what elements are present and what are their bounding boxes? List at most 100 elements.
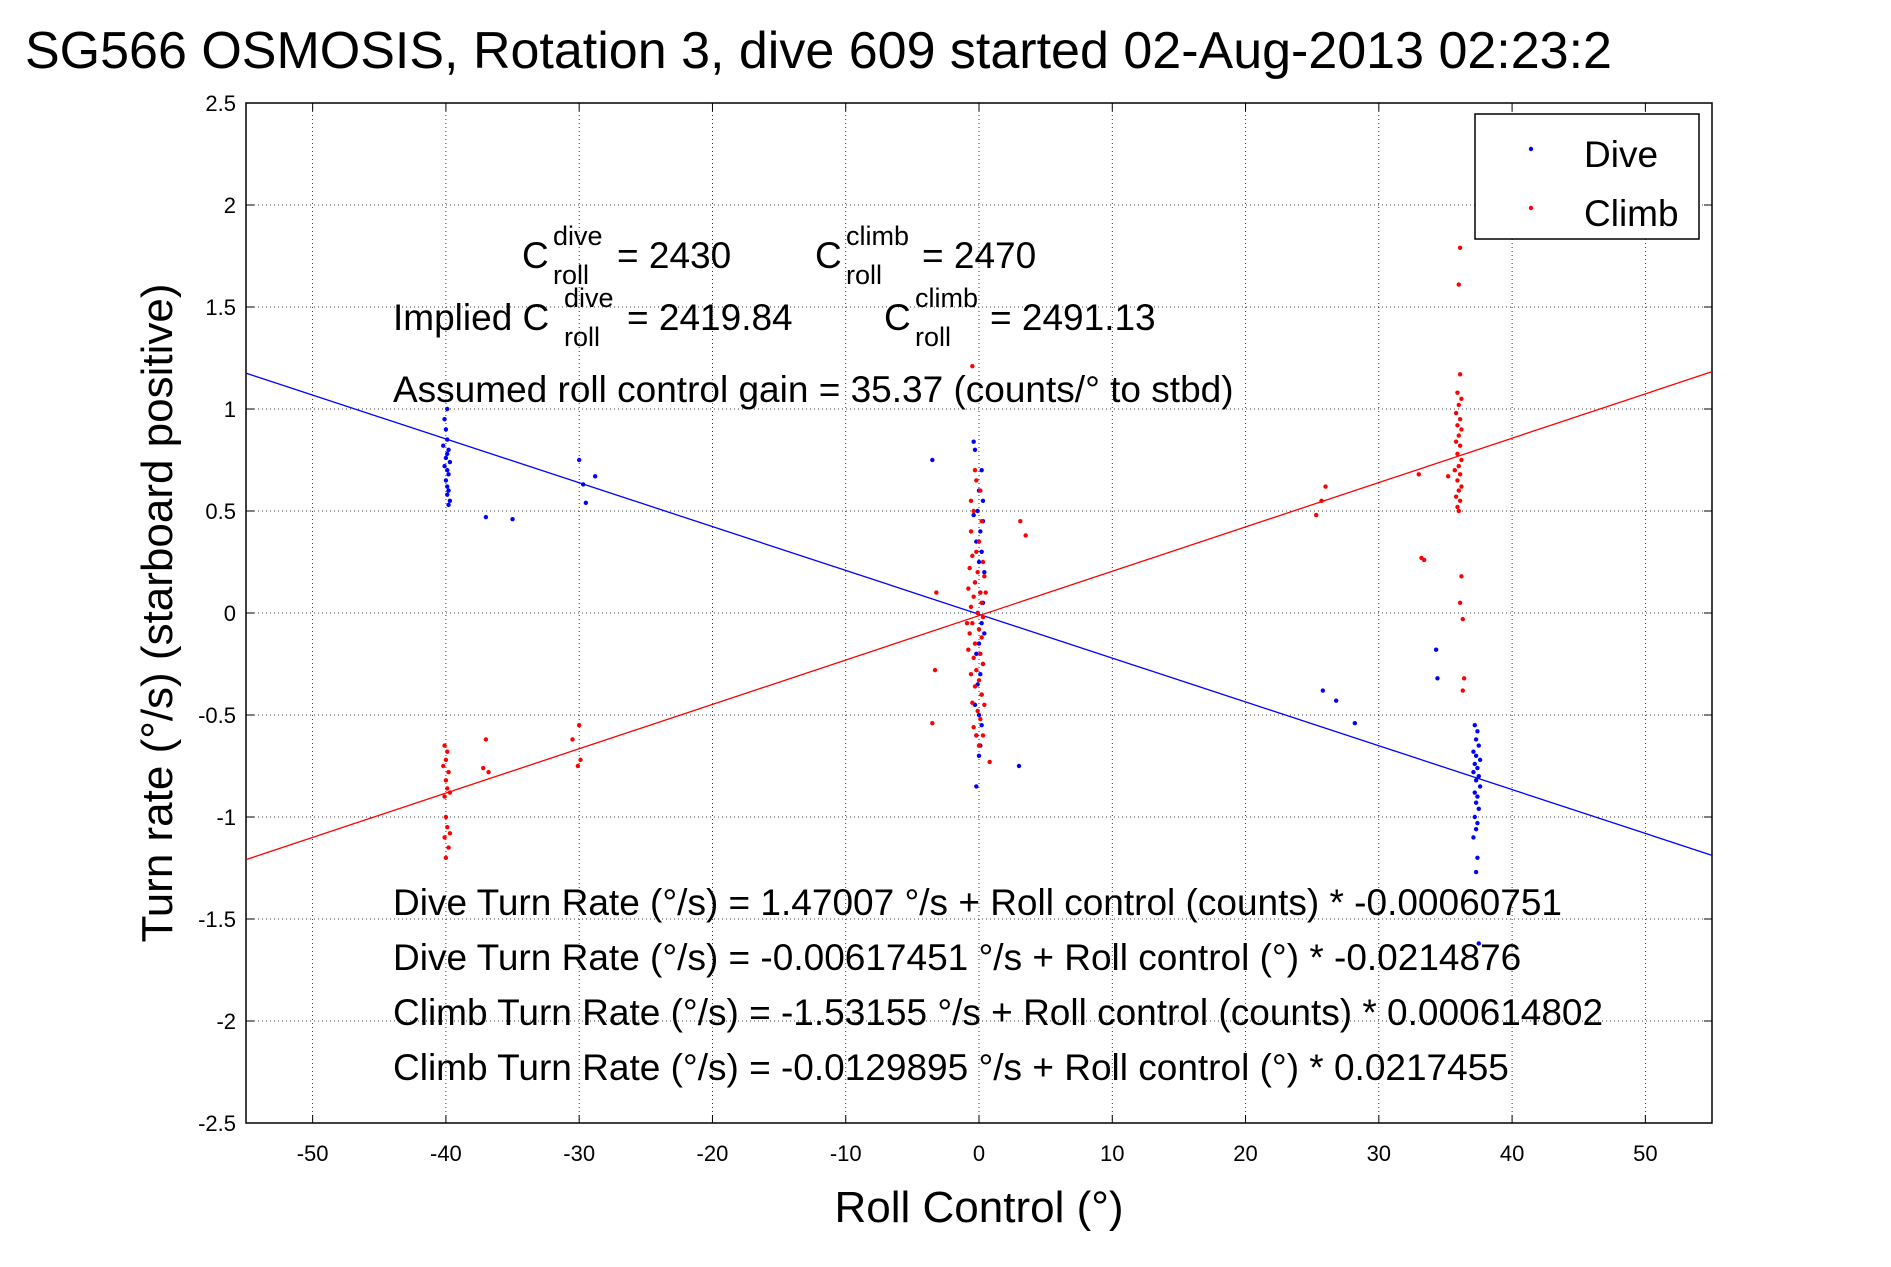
climb-point: [576, 723, 582, 728]
annotation-c-climb-base: C: [815, 235, 842, 276]
climb-point: [983, 590, 988, 595]
climb-point: [976, 627, 982, 632]
annotation-c-climb-value: = 2470: [922, 235, 1036, 276]
climb-point: [987, 759, 992, 765]
climb-point: [1456, 433, 1461, 438]
annotation-c-dive: C: [522, 235, 549, 276]
fit-lines: [245, 371, 1713, 861]
climb-point: [481, 765, 486, 771]
dive-point: [446, 488, 451, 493]
climb-point: [1457, 245, 1463, 251]
climb-point: [1445, 474, 1451, 479]
dive-point: [975, 508, 980, 514]
annotation-gain: Assumed roll control gain = 35.37 (count…: [393, 369, 1234, 410]
dive-point: [1473, 869, 1479, 875]
dive-point: [580, 482, 586, 487]
x-tick-label: 30: [1367, 1141, 1391, 1166]
dive-point: [972, 447, 978, 452]
climb-point: [445, 825, 450, 830]
climb-point: [1453, 494, 1459, 499]
x-tick-label: -40: [430, 1141, 462, 1166]
climb-point: [972, 468, 978, 473]
dive-point: [446, 447, 451, 452]
climb-point: [968, 604, 974, 610]
dive-point: [1471, 749, 1476, 754]
climb-point: [971, 508, 976, 514]
x-tick-label: 20: [1233, 1141, 1257, 1166]
axis-ticks: -50 -40 -30 -20 -10 0 10 20 30 40 50-2.5-2-1.5-1-0…: [198, 91, 1712, 1166]
x-tick-label: -50: [297, 1141, 329, 1166]
climb-point: [975, 708, 980, 714]
climb-point: [979, 635, 984, 640]
climb-point: [447, 831, 453, 836]
climb-point: [442, 835, 447, 840]
dive-point: [1475, 729, 1480, 734]
dive-point: [443, 427, 449, 432]
climb-point: [932, 667, 938, 673]
climb-point: [445, 786, 450, 791]
climb-point: [443, 814, 449, 820]
dive-point: [1473, 753, 1479, 758]
climb-point: [972, 641, 978, 646]
dive-point: [483, 514, 489, 520]
dive-point: [1320, 688, 1326, 693]
dive-point: [1471, 769, 1476, 775]
climb-point: [1460, 616, 1465, 622]
dive-point: [1476, 941, 1481, 946]
chart-title: SG566 OSMOSIS, Rotation 3, dive 609 star…: [25, 22, 1612, 80]
climb-point: [486, 769, 491, 775]
dive-point: [982, 570, 987, 575]
climb-point: [976, 678, 982, 683]
dive-point: [974, 784, 979, 789]
dive-point: [592, 474, 598, 479]
annotation-implied-climb-sup: climb: [915, 283, 978, 313]
dive-point: [1473, 737, 1479, 742]
climb-point: [1323, 484, 1328, 489]
climb-point: [979, 600, 984, 605]
climb-point: [980, 614, 986, 620]
climb-point: [1457, 498, 1463, 503]
dive-point: [976, 753, 982, 758]
climb-point: [967, 565, 972, 571]
climb-point: [975, 570, 980, 575]
annotation-implied-dive-sub: roll: [564, 322, 600, 352]
dive-point: [1472, 723, 1477, 728]
annotation-c-dive-value: = 2430: [617, 235, 731, 276]
climb-point: [971, 725, 976, 730]
climb-point: [1459, 484, 1464, 489]
climb-point: [1456, 402, 1461, 408]
data-points: [441, 245, 1483, 946]
climb-point: [447, 790, 453, 795]
climb-point: [1459, 427, 1464, 432]
dive-point: [445, 484, 450, 489]
dive-point: [443, 478, 449, 483]
legend-marker-dive: [1528, 146, 1534, 152]
dive-point: [1472, 790, 1477, 795]
y-tick-label: -1: [216, 805, 236, 830]
climb-point: [1319, 498, 1324, 503]
dive-point: [446, 502, 451, 508]
climb-point: [978, 716, 983, 722]
climb-point: [1459, 396, 1464, 401]
annotation-c-climb-sub: roll: [846, 260, 882, 290]
climb-point: [976, 539, 982, 544]
x-tick-label: 0: [973, 1141, 985, 1166]
y-tick-label: 0: [224, 601, 236, 626]
x-axis-label: Roll Control (°): [835, 1183, 1124, 1232]
climb-point: [979, 692, 984, 697]
climb-point: [1455, 423, 1460, 428]
x-tick-label: 50: [1633, 1141, 1657, 1166]
dive-point: [1476, 743, 1481, 748]
dive-point: [1475, 855, 1480, 860]
dive-point: [445, 406, 450, 412]
dive-point: [974, 651, 979, 656]
annotation-implied-climb-value: = 2491.13: [990, 297, 1156, 338]
climb-point: [972, 580, 978, 585]
climb-point: [976, 743, 982, 748]
x-tick-label: -30: [563, 1141, 595, 1166]
climb-point: [1461, 676, 1467, 681]
dive-point: [979, 549, 984, 554]
annotation-c-climb: C: [815, 235, 842, 276]
dive-point: [1473, 800, 1479, 805]
dive-point: [1435, 676, 1440, 681]
